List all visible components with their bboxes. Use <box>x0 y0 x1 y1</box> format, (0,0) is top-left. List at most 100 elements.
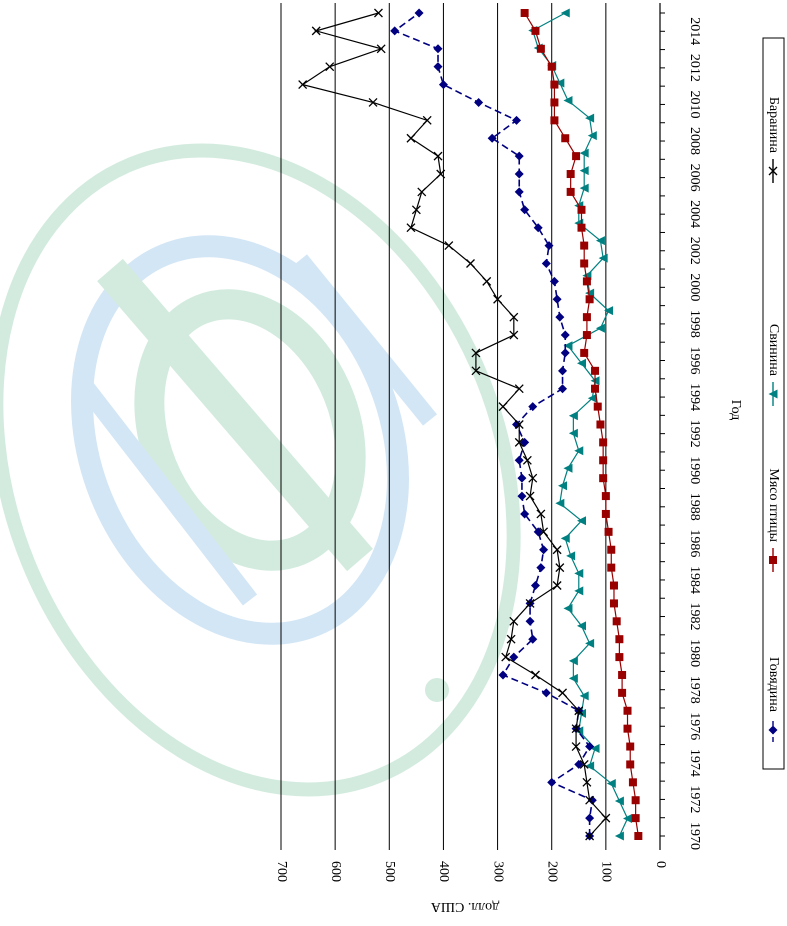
x-tick-label: 1980 <box>687 639 702 667</box>
data-point <box>555 78 565 88</box>
data-point-stroke <box>514 420 524 429</box>
data-point <box>555 312 565 322</box>
data-point <box>373 8 383 18</box>
data-point-stroke <box>552 545 562 555</box>
data-point <box>576 621 586 631</box>
data-point <box>599 474 608 483</box>
x-tick-label: 1988 <box>687 493 702 521</box>
x-tick-label: 2006 <box>687 164 702 192</box>
data-point <box>561 134 570 143</box>
data-point-stroke <box>493 294 503 304</box>
data-point <box>563 463 573 473</box>
x-tick-label: 2012 <box>687 54 702 82</box>
data-point <box>580 241 589 250</box>
legend-label: Мясо птицы <box>766 468 781 542</box>
data-point-stroke <box>536 509 546 519</box>
data-point <box>514 437 524 447</box>
y-tick-label: 400 <box>436 861 451 882</box>
data-point <box>599 438 608 447</box>
data-point <box>631 796 640 805</box>
x-tick-label: 1986 <box>687 529 702 557</box>
data-point <box>579 166 589 176</box>
data-point-stroke <box>582 777 592 787</box>
data-point <box>601 492 610 501</box>
data-point <box>566 187 575 196</box>
data-point <box>550 98 559 107</box>
data-point <box>509 616 519 626</box>
data-point-stroke <box>558 688 568 698</box>
legend-item: Свинина <box>766 324 781 406</box>
data-point-stroke <box>417 187 427 197</box>
data-point <box>563 603 573 613</box>
data-point-stroke <box>525 491 535 501</box>
data-point <box>528 402 538 412</box>
legend-item: Мясо птицы <box>766 468 781 572</box>
data-point <box>501 652 511 662</box>
data-point <box>614 831 624 841</box>
data-point-stroke <box>373 8 383 18</box>
y-tick-label: 600 <box>328 861 343 882</box>
data-point-stroke <box>539 527 549 537</box>
data-point <box>311 26 321 36</box>
x-tick-label: 2008 <box>687 127 702 155</box>
x-tick-label: 1998 <box>687 310 702 338</box>
data-point <box>498 670 508 680</box>
data-point <box>558 366 568 376</box>
x-tick-label: 1970 <box>687 822 702 850</box>
data-point <box>438 80 448 90</box>
data-point <box>520 205 530 215</box>
data-point <box>585 813 595 823</box>
y-tick-label: 500 <box>382 861 397 882</box>
data-point-stroke <box>571 742 581 752</box>
data-point <box>580 348 589 357</box>
data-point <box>528 473 538 483</box>
data-point <box>598 253 608 263</box>
data-point-stroke <box>571 724 581 734</box>
data-point <box>514 455 524 465</box>
data-point <box>579 759 589 769</box>
data-point-stroke <box>466 259 475 268</box>
data-point <box>596 420 605 429</box>
data-point <box>514 151 524 161</box>
data-point-stroke <box>528 473 538 483</box>
data-point <box>614 796 624 806</box>
data-point <box>577 223 586 232</box>
data-point <box>390 26 400 36</box>
legend-item: Говядина <box>766 657 781 742</box>
data-point-stroke <box>514 384 524 394</box>
data-point <box>577 205 586 214</box>
data-point <box>560 8 570 18</box>
data-point <box>585 113 595 123</box>
data-point-stroke <box>509 330 519 340</box>
data-point <box>547 777 557 787</box>
data-point-stroke <box>482 276 492 286</box>
data-point <box>541 688 551 698</box>
data-point <box>471 348 481 358</box>
data-point <box>552 294 562 304</box>
data-point-stroke <box>436 169 446 179</box>
x-tick-label: 2002 <box>687 237 702 265</box>
data-point <box>768 725 778 735</box>
data-point <box>623 813 633 823</box>
data-point <box>417 187 427 197</box>
data-point <box>536 44 545 53</box>
data-point <box>509 330 519 340</box>
legend-label: Свинина <box>766 324 781 377</box>
data-point <box>558 688 568 698</box>
data-point <box>585 795 595 805</box>
data-point <box>587 131 597 141</box>
data-point <box>585 638 595 648</box>
data-point <box>607 563 616 572</box>
data-point <box>568 428 578 438</box>
data-point <box>585 831 595 841</box>
data-point <box>531 670 540 680</box>
legend-label: Говядина <box>766 657 781 713</box>
series-1 <box>390 8 597 841</box>
data-point <box>609 581 618 590</box>
data-point <box>590 743 600 753</box>
data-point <box>525 491 535 501</box>
data-point <box>474 97 484 107</box>
watermark-logo <box>0 143 521 797</box>
data-point <box>514 420 524 429</box>
